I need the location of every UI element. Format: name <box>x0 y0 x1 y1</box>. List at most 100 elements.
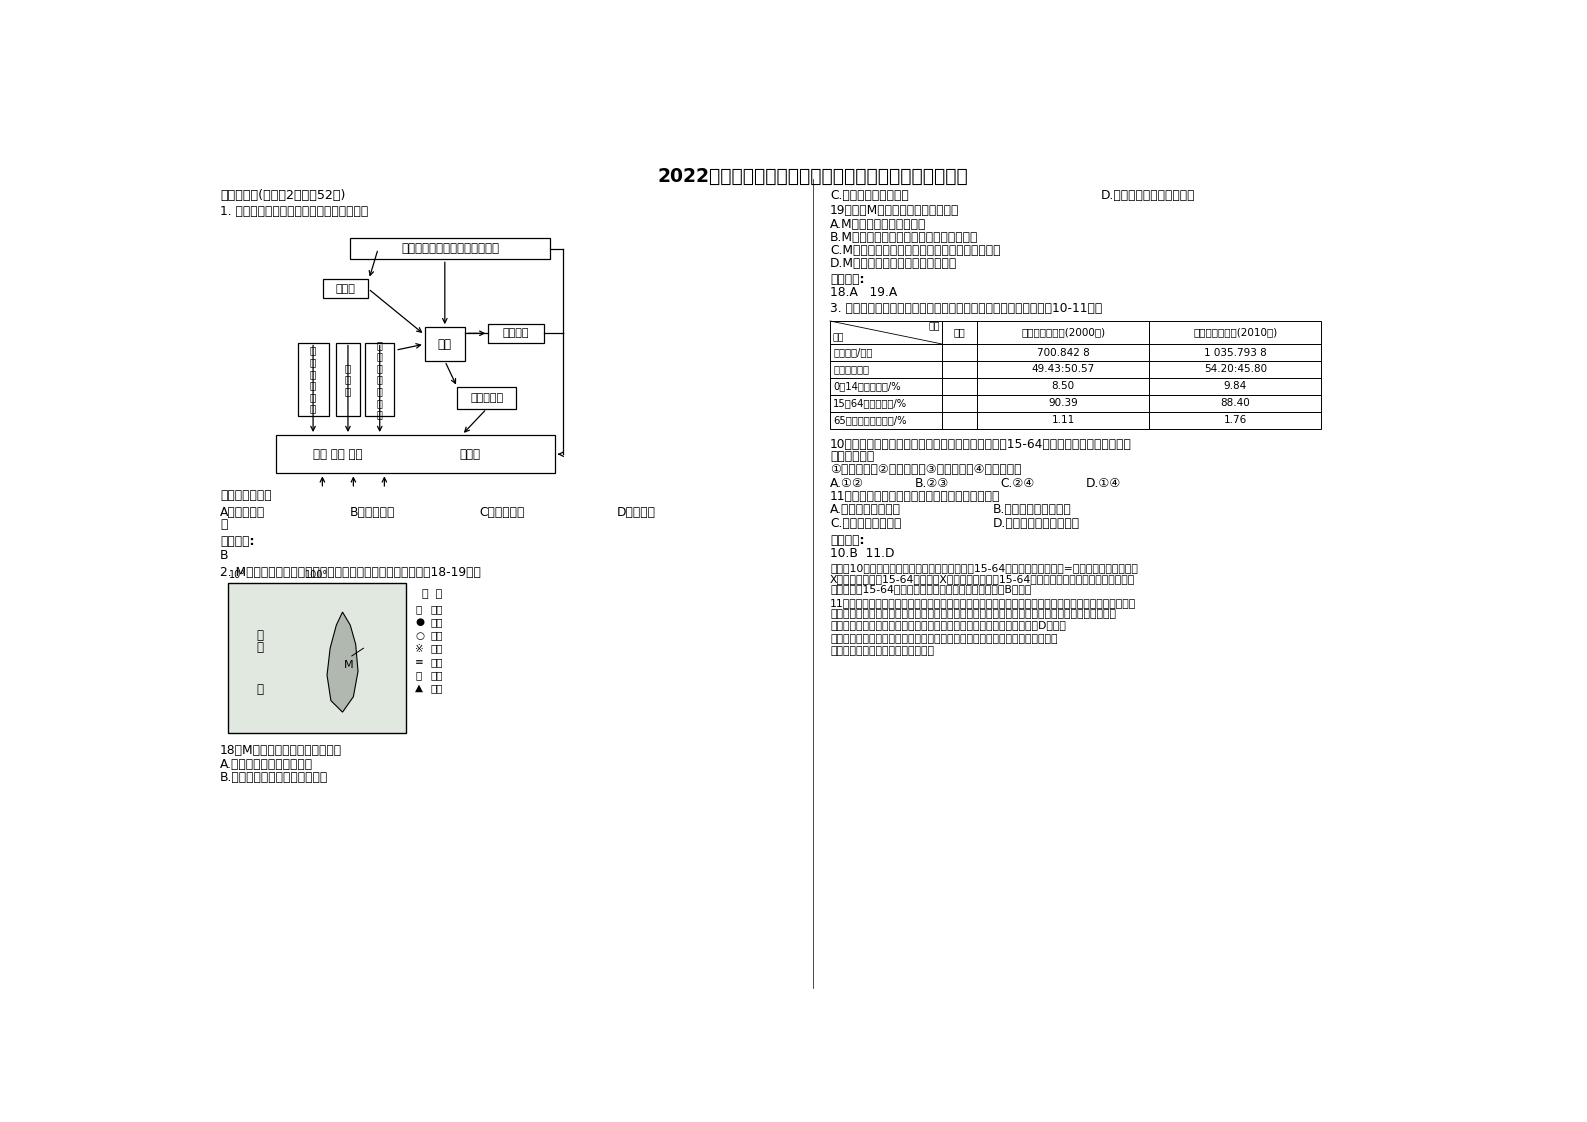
Text: 饲
料
酿
酒
加
工
厂: 饲 料 酿 酒 加 工 厂 <box>376 340 382 420</box>
Text: 10．与第五次人口普查数据相比，第六次人口普查中15-64岁男性劳动年龄人口比女性: 10．与第五次人口普查数据相比，第六次人口普查中15-64岁男性劳动年龄人口比女… <box>830 438 1132 451</box>
Text: 常住人口/万人: 常住人口/万人 <box>833 348 873 358</box>
Bar <box>830 378 943 395</box>
Text: 8.50: 8.50 <box>1052 381 1074 392</box>
Bar <box>943 378 978 395</box>
Text: 种植业: 种植业 <box>459 448 481 461</box>
Text: ※: ※ <box>416 644 424 654</box>
Text: M: M <box>344 660 354 670</box>
Text: 铁路: 铁路 <box>432 670 443 680</box>
Bar <box>978 412 1149 429</box>
Text: 人口普查中15-64岁女性劳动年龄人口，然后比较即可，B正确。: 人口普查中15-64岁女性劳动年龄人口，然后比较即可，B正确。 <box>830 585 1032 595</box>
Text: B.地势低平且多冻土，排水不畅: B.地势低平且多冻土，排水不畅 <box>221 772 329 784</box>
Bar <box>365 342 395 416</box>
Bar <box>457 387 516 408</box>
Bar <box>943 412 978 429</box>
Bar <box>978 378 1149 395</box>
Bar <box>830 344 943 361</box>
Text: 700.842 8: 700.842 8 <box>1036 348 1090 358</box>
Bar <box>324 279 368 297</box>
Bar <box>978 361 1149 378</box>
Text: 参考答案:: 参考答案: <box>221 535 254 548</box>
Bar <box>336 342 360 416</box>
Text: D.内地经济发展速度明显: D.内地经济发展速度明显 <box>993 516 1079 530</box>
Text: 0～14岁人口比重/%: 0～14岁人口比重/% <box>833 381 901 392</box>
Text: D.M岛位于板块交界处，地壳不稳定: D.M岛位于板块交界处，地壳不稳定 <box>830 257 957 270</box>
Text: 原: 原 <box>221 518 227 531</box>
Text: 11题，根据表格信息可知，该东南沿海市劳动年龄人口中男性比重减少，可能原因是由于内地经济快速发: 11题，根据表格信息可知，该东南沿海市劳动年龄人口中男性比重减少，可能原因是由于… <box>830 598 1136 608</box>
Bar <box>830 361 943 378</box>
Text: 2. M岛位于马六甲海峡的西南部，该岛上港口很少。读图完成18-19题。: 2. M岛位于马六甲海峡的西南部，该岛上港口很少。读图完成18-19题。 <box>221 565 481 579</box>
Text: 10°: 10° <box>230 570 246 580</box>
Text: 项目: 项目 <box>832 333 844 342</box>
Text: X第六次人口普查15-64岁人口比X第六次人口普查中15-64岁男性性别比。同样可以计算第六次: X第六次人口普查15-64岁人口比X第六次人口普查中15-64岁男性性别比。同样… <box>830 573 1135 583</box>
Text: C.②④: C.②④ <box>1000 477 1035 489</box>
Text: 10.B  11.D: 10.B 11.D <box>830 546 895 560</box>
Bar <box>1149 361 1322 378</box>
Text: 一、选择题(每小题2分，共52分): 一、选择题(每小题2分，共52分) <box>221 188 346 202</box>
Bar <box>830 321 943 344</box>
Text: 90.39: 90.39 <box>1049 398 1078 408</box>
Text: 展，使得内地对劳动力吸引了增加，使得内地向东南沿海迁移的劳动力减少。同时由于该城市产业转: 展，使得内地对劳动力吸引了增加，使得内地向东南沿海迁移的劳动力减少。同时由于该城… <box>830 609 1116 619</box>
Text: 100°: 100° <box>305 570 329 580</box>
Text: 88.40: 88.40 <box>1220 398 1251 408</box>
Text: 野猪、狍子、山鸡等特色养殖业: 野猪、狍子、山鸡等特色养殖业 <box>402 242 500 255</box>
Bar <box>978 395 1149 412</box>
Text: D.森林覆盖率高，蒸发量大: D.森林覆盖率高，蒸发量大 <box>1101 188 1195 202</box>
Text: A.①②: A.①② <box>830 477 863 489</box>
Bar <box>298 342 329 416</box>
Bar <box>830 395 943 412</box>
Text: C．宁夏平原: C．宁夏平原 <box>479 506 524 518</box>
Bar <box>830 412 943 429</box>
Text: 参考答案:: 参考答案: <box>830 533 865 546</box>
Bar <box>351 238 551 259</box>
Text: 49.43:50.57: 49.43:50.57 <box>1032 365 1095 375</box>
Text: B.人口自然增长率提高: B.人口自然增长率提高 <box>993 504 1071 516</box>
Text: 河流: 河流 <box>432 605 443 615</box>
Text: 15～64岁人口比重/%: 15～64岁人口比重/% <box>833 398 908 408</box>
Bar <box>1149 378 1322 395</box>
Text: 1.76: 1.76 <box>1224 415 1247 425</box>
Text: 公路: 公路 <box>432 656 443 666</box>
Text: 印: 印 <box>257 629 263 642</box>
Text: A.环境人口容量提高: A.环境人口容量提高 <box>830 504 901 516</box>
Text: 水产养殖业: 水产养殖业 <box>470 393 503 403</box>
Text: 第五次人口普查(2000年): 第五次人口普查(2000年) <box>1020 328 1105 338</box>
Text: 男女性别比例: 男女性别比例 <box>833 365 870 375</box>
Text: 时间: 时间 <box>954 328 965 338</box>
Text: 度: 度 <box>257 642 263 654</box>
Text: 移影响，对劳动力需求量可能会下降，导致整体该城市劳动力比重下降，D正确。: 移影响，对劳动力需求量可能会下降，导致整体该城市劳动力比重下降，D正确。 <box>830 619 1066 629</box>
Text: 劳动年龄人口: 劳动年龄人口 <box>830 450 874 463</box>
Text: 沼泽: 沼泽 <box>432 644 443 654</box>
Text: 【知识点】本题考查人口数量变化。: 【知识点】本题考查人口数量变化。 <box>830 646 935 656</box>
Bar <box>978 344 1149 361</box>
Text: 市场: 市场 <box>438 338 452 350</box>
Text: 图  例: 图 例 <box>422 589 443 599</box>
Text: 2022年辽宁省鞍山市韭菜沟中学高三地理期末试卷含解析: 2022年辽宁省鞍山市韭菜沟中学高三地理期末试卷含解析 <box>657 167 968 186</box>
Text: 城市: 城市 <box>432 631 443 641</box>
Text: 3. 读我国东南沿海某城市第五次和第六次人口普查数据报表，完成10-11题。: 3. 读我国东南沿海某城市第五次和第六次人口普查数据报表，完成10-11题。 <box>830 303 1103 315</box>
Text: 一: 一 <box>416 605 422 615</box>
Text: 参考答案:: 参考答案: <box>830 274 865 286</box>
Text: 19．造成M岛港口稀少的主要原因是: 19．造成M岛港口稀少的主要原因是 <box>830 204 960 217</box>
Polygon shape <box>327 611 359 712</box>
Text: ①增长速度慢②增长速度快③增长总量多④增长总量少: ①增长速度慢②增长速度快③增长总量多④增长总量少 <box>830 462 1022 476</box>
Text: 18.A   19.A: 18.A 19.A <box>830 286 897 300</box>
Text: C.M岛所临马六甲海峡航道狭窄，不利于港口建设: C.M岛所临马六甲海峡航道狭窄，不利于港口建设 <box>830 243 1000 257</box>
Text: 1. 读我国某乡镇农业产值结构规划图，回答: 1. 读我国某乡镇农业产值结构规划图，回答 <box>221 205 368 219</box>
Text: 洋: 洋 <box>257 683 263 696</box>
Bar <box>229 582 406 733</box>
Text: A.M岛受印度洋海浪的影响: A.M岛受印度洋海浪的影响 <box>830 218 927 231</box>
Text: 入: 入 <box>416 670 422 680</box>
Text: 该地区可能位于: 该地区可能位于 <box>221 489 271 502</box>
Text: 首都: 首都 <box>432 617 443 627</box>
Text: 第六次人口普查(2010年): 第六次人口普查(2010年) <box>1193 328 1278 338</box>
Text: 9.84: 9.84 <box>1224 381 1247 392</box>
Bar <box>1149 412 1322 429</box>
Text: A．江汉平原: A．江汉平原 <box>221 506 265 518</box>
Text: 数据: 数据 <box>928 322 940 331</box>
Text: B.②③: B.②③ <box>916 477 949 489</box>
Text: D.①④: D.①④ <box>1086 477 1120 489</box>
Bar <box>943 344 978 361</box>
Text: 副产品: 副产品 <box>336 284 355 294</box>
Text: 1.11: 1.11 <box>1052 415 1074 425</box>
